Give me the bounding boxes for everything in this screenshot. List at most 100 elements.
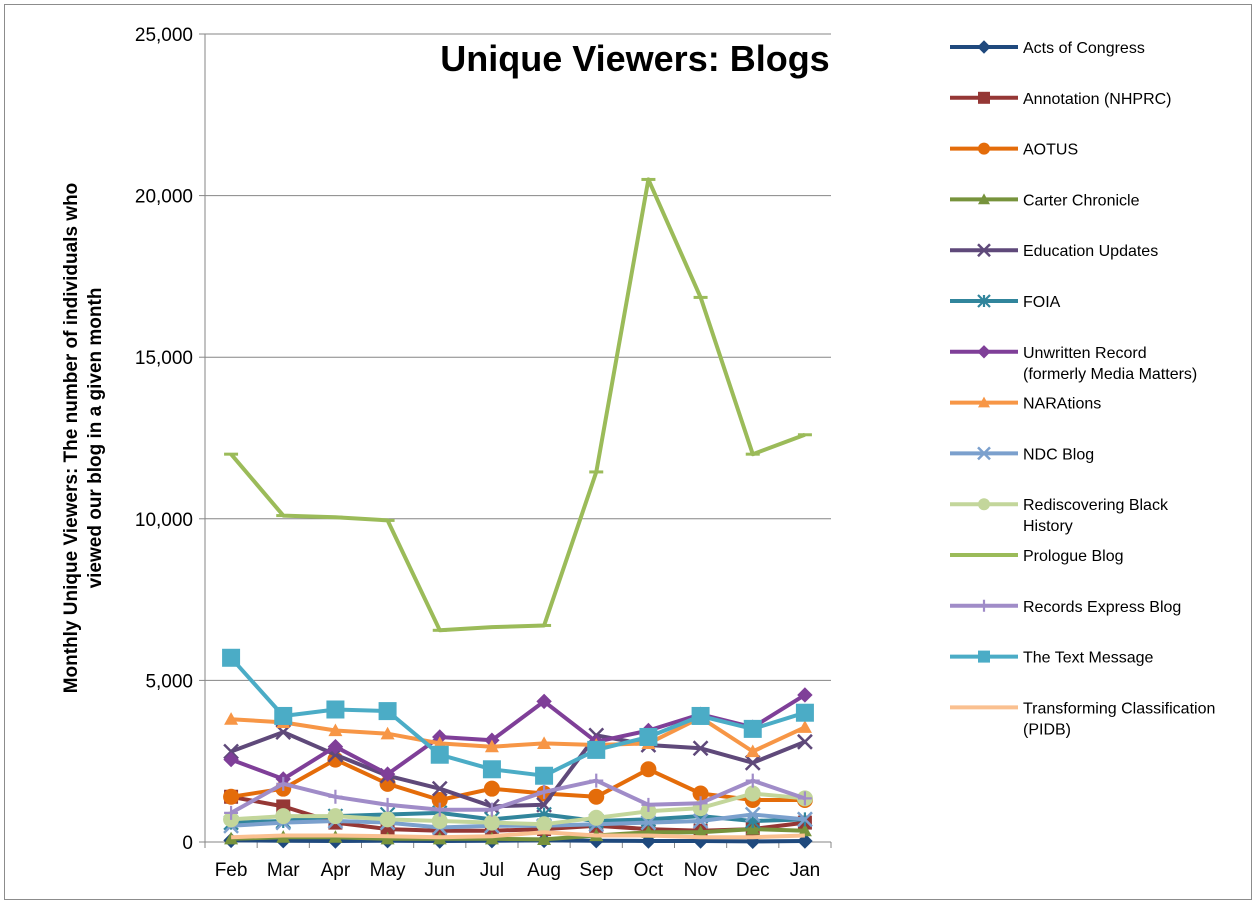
- data-point: [484, 802, 499, 817]
- x-tick-labels: Feb Mar Apr May Jun Jul Aug Sep Oct Nov Dec Jan: [215, 860, 821, 881]
- data-point: [536, 816, 553, 833]
- data-point: [274, 706, 293, 725]
- data-point: [483, 814, 500, 831]
- data-point: [482, 760, 501, 779]
- data-point: [978, 650, 990, 663]
- legend-label: FOIA: [1023, 294, 1061, 311]
- legend-item: Records Express Blog: [950, 599, 1181, 616]
- data-point: [328, 723, 343, 737]
- legend-label: Acts of Congress: [1023, 40, 1145, 57]
- data-point: [977, 345, 991, 359]
- data-point: [223, 788, 240, 805]
- chart-title: Unique Viewers: Blogs: [440, 38, 829, 79]
- data-point: [537, 736, 552, 750]
- data-point: [483, 780, 500, 797]
- x-tick-label: Jan: [790, 860, 821, 881]
- data-point: [797, 687, 813, 703]
- series-12: [222, 648, 814, 785]
- x-tick-label: Jul: [480, 860, 504, 881]
- data-point: [587, 740, 606, 759]
- legend-item: Unwritten Record (formerly Media Matters): [950, 345, 1197, 383]
- data-point: [380, 726, 395, 740]
- data-point: [691, 706, 710, 725]
- data-point: [640, 814, 657, 831]
- legend-item: The Text Message: [950, 650, 1154, 667]
- data-point: [432, 802, 447, 817]
- gridlines: [205, 33, 831, 681]
- legend-label: Carter Chronicle: [1023, 192, 1140, 209]
- legend-item: NARAtions: [950, 396, 1101, 413]
- x-tick-label: Feb: [215, 860, 248, 881]
- x-tick-label: Oct: [634, 860, 664, 881]
- data-point: [536, 693, 552, 710]
- data-point: [978, 498, 990, 511]
- legend-label: Records Express Blog: [1023, 599, 1181, 616]
- data-point: [537, 832, 552, 846]
- data-point: [797, 733, 813, 750]
- legend-item: Education Updates: [950, 243, 1158, 260]
- y-tick-label: 10,000: [135, 510, 193, 531]
- data-point: [589, 773, 604, 788]
- series-lines: [222, 177, 814, 850]
- x-tick-label: Mar: [267, 860, 300, 881]
- data-point: [977, 243, 991, 258]
- series-line: [230, 757, 805, 802]
- data-point: [745, 744, 760, 758]
- data-point: [431, 780, 448, 797]
- legend-item: Annotation (NHPRC): [950, 91, 1172, 108]
- line-chart: 0 5,000 10,000 15,000 20,000 25,000 Feb Mar Apr…: [61, 25, 1215, 881]
- data-point: [692, 740, 709, 757]
- legend-label: Prologue Blog: [1023, 548, 1124, 565]
- data-point: [327, 738, 344, 755]
- data-point: [978, 193, 990, 205]
- legend-label: Rediscovering Black History: [1023, 497, 1169, 535]
- data-point: [537, 784, 552, 799]
- x-tick-label: Apr: [321, 860, 351, 881]
- series-line: [230, 693, 806, 781]
- data-point: [223, 751, 239, 768]
- data-point: [743, 719, 762, 738]
- data-point: [328, 789, 343, 804]
- y-tick-label: 5,000: [145, 671, 193, 692]
- legend-item: Prologue Blog: [950, 548, 1124, 565]
- series-11: [224, 773, 812, 820]
- data-point: [224, 712, 239, 725]
- series-13: [231, 830, 805, 840]
- data-point: [276, 776, 291, 791]
- data-point: [535, 766, 554, 785]
- data-point: [797, 720, 812, 733]
- data-point: [977, 294, 991, 308]
- data-point: [588, 809, 605, 826]
- data-point: [978, 142, 990, 155]
- series-line: [231, 830, 805, 840]
- data-point: [977, 446, 991, 461]
- x-tick-label: May: [370, 860, 406, 881]
- series-10: [224, 177, 812, 633]
- data-point: [588, 788, 605, 805]
- legend-item: FOIA: [950, 294, 1061, 311]
- legend-item: AOTUS: [950, 142, 1078, 159]
- data-point: [379, 811, 396, 828]
- data-point: [978, 91, 990, 104]
- legend-item: Transforming Classification (PIDB): [950, 700, 1215, 738]
- legend-label: Education Updates: [1023, 243, 1158, 260]
- series-7: [224, 710, 812, 758]
- series-line: [230, 791, 806, 827]
- data-point: [222, 648, 241, 667]
- data-point: [224, 831, 239, 845]
- legend-item: Rediscovering Black History: [950, 497, 1169, 535]
- data-point: [744, 754, 761, 771]
- data-point: [327, 808, 344, 825]
- y-tick-labels: 0 5,000 10,000 15,000 20,000 25,000: [135, 25, 193, 854]
- legend-label: AOTUS: [1023, 142, 1078, 159]
- data-point: [797, 823, 812, 837]
- data-point: [380, 797, 395, 812]
- data-point: [745, 822, 760, 835]
- data-point: [639, 727, 658, 746]
- x-tick-label: Aug: [527, 860, 561, 881]
- y-tick-label: 15,000: [135, 348, 193, 369]
- series-line: [230, 812, 806, 830]
- data-point: [744, 806, 761, 823]
- data-point: [275, 808, 292, 825]
- series-line: [230, 778, 806, 815]
